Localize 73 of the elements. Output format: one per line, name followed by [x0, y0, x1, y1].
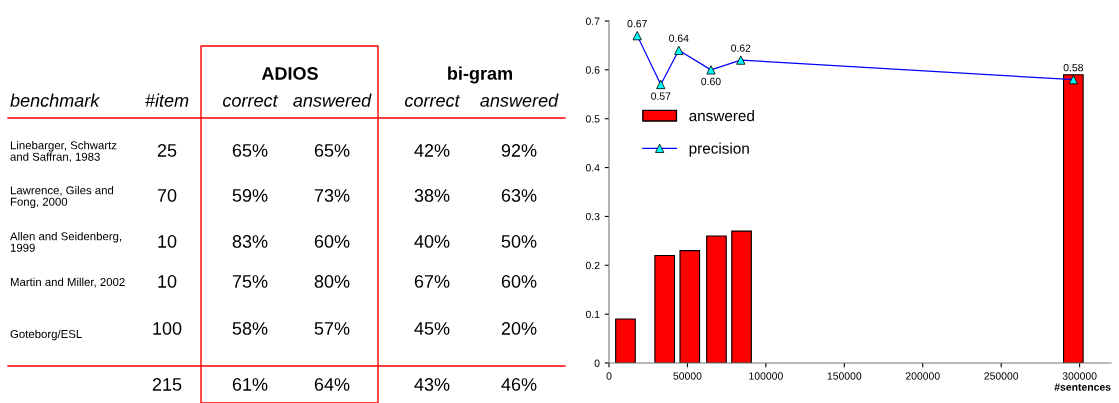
- text: 80%: [314, 275, 350, 288]
- text: 75%: [232, 275, 268, 288]
- x-tick-label: 250000: [984, 372, 1019, 380]
- text: Goteborg/ESL: [10, 329, 82, 341]
- text: 60%: [501, 275, 537, 288]
- text: ADIOS: [261, 67, 318, 80]
- text: 40%: [414, 235, 450, 248]
- text: 58%: [232, 322, 268, 335]
- y-tick-label: 0.6: [585, 66, 600, 74]
- text: 83%: [232, 235, 268, 248]
- text: 38%: [414, 189, 450, 202]
- text: answered: [293, 93, 372, 107]
- y-tick-label: 0: [594, 359, 600, 367]
- text: Lawrence, Giles and Fong, 2000: [10, 185, 114, 209]
- text: 63%: [501, 189, 537, 202]
- text: 65%: [314, 144, 350, 157]
- text: 100: [153, 322, 182, 335]
- bar: [654, 254, 676, 363]
- text: 10: [158, 235, 177, 248]
- text: Allen and Seidenberg, 1999: [10, 231, 122, 252]
- text: 59%: [232, 189, 268, 202]
- y-tick-label: 0.2: [585, 261, 600, 270]
- text: 61%: [232, 378, 268, 391]
- text: 70: [157, 189, 177, 202]
- x-axis-title: #sentences: [1054, 383, 1111, 391]
- y-tick-label: 0.7: [585, 17, 600, 25]
- bar: [615, 318, 636, 363]
- text: 20%: [501, 322, 537, 335]
- x-tick-label: 300000: [1062, 372, 1097, 380]
- data-label: 0.58: [1063, 63, 1084, 72]
- text: 73%: [314, 189, 350, 202]
- data-label: 0.64: [669, 34, 689, 42]
- data-label: 0.67: [627, 19, 647, 28]
- bar: [706, 235, 727, 363]
- x-tick-label: 200000: [905, 372, 940, 380]
- text: 215: [152, 378, 182, 391]
- x-tick-label: 150000: [827, 372, 862, 380]
- text: Martin and Miller, 2002: [10, 277, 125, 288]
- y-tick-label: 0.5: [585, 115, 600, 123]
- text: bi-gram: [448, 66, 512, 84]
- x-tick-label: 50000: [673, 372, 702, 380]
- data-label: 0.57: [651, 92, 671, 100]
- text: 42%: [414, 144, 450, 157]
- text: 10: [158, 275, 177, 288]
- text: 65%: [232, 144, 268, 157]
- text: answered: [480, 93, 559, 107]
- text: correct: [223, 95, 279, 107]
- text: 57%: [314, 322, 350, 335]
- text: correct: [405, 95, 461, 107]
- text: 92%: [501, 144, 537, 157]
- y-tick-label: 0.3: [585, 212, 600, 221]
- text: Linebarger, Schwartz and Saffran, 1983: [10, 140, 117, 163]
- legend-label: precision: [689, 142, 749, 157]
- y-tick-label: 0.4: [585, 164, 600, 172]
- y-tick-label: 0.1: [585, 310, 600, 319]
- bar: [731, 230, 752, 363]
- text: 25: [157, 144, 177, 157]
- text: 46%: [501, 378, 537, 391]
- x-tick-label: 0: [606, 372, 612, 380]
- data-label: 0.62: [731, 44, 751, 52]
- text: 50%: [501, 235, 537, 248]
- bar: [679, 250, 701, 363]
- text: 60%: [314, 235, 350, 248]
- data-label: 0.60: [701, 77, 721, 86]
- x-tick-label: 100000: [749, 372, 783, 380]
- text: 67%: [414, 275, 450, 288]
- text: #item: [145, 93, 189, 107]
- text: 43%: [414, 378, 450, 391]
- text: benchmark: [10, 93, 101, 107]
- text: 45%: [414, 322, 450, 335]
- text: 64%: [314, 378, 350, 391]
- bar: [1063, 74, 1084, 363]
- legend-label: answered: [689, 109, 754, 122]
